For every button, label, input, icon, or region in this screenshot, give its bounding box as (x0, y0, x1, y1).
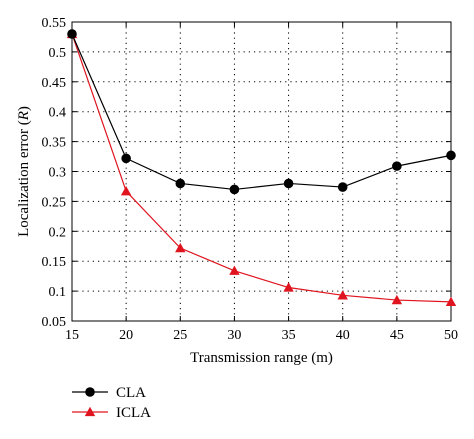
series-icla (66, 28, 457, 307)
grid (72, 22, 451, 321)
y-tick-label: 0.4 (49, 106, 67, 121)
data-point-icla (175, 242, 186, 253)
legend-item-cla: CLA (72, 385, 146, 401)
data-point-icla (337, 290, 348, 300)
series-line-icla (71, 33, 452, 303)
series-layer (66, 28, 457, 307)
y-tick-label: 0.3 (49, 166, 67, 181)
y-tick-label: 0.5 (49, 46, 67, 61)
x-tick-label: 45 (390, 328, 404, 343)
legend-label: CLA (116, 385, 146, 401)
data-point-icla (283, 282, 294, 292)
plot-area (71, 21, 452, 322)
x-tick-label: 20 (119, 328, 133, 343)
data-point-cla (175, 178, 186, 189)
legend-marker (85, 387, 95, 397)
x-tick-label: 25 (173, 328, 187, 343)
data-point-icla (120, 186, 132, 196)
y-tick-label: 0.15 (42, 255, 67, 270)
data-point-cla (283, 178, 294, 189)
y-tick-label: 0.25 (42, 195, 67, 210)
data-point-icla (445, 296, 457, 307)
data-point-cla (337, 182, 348, 192)
y-tick-label: 0.55 (42, 16, 67, 31)
x-axis-label: Transmission range (m) (190, 350, 333, 366)
x-tick-label: 50 (444, 328, 458, 343)
x-tick-label: 40 (336, 328, 350, 343)
data-point-cla (229, 184, 240, 195)
x-tick-label: 30 (227, 328, 241, 343)
axis-ticks: 15 20 25 30 35 40 45 50 0.05 0.1 0.15 0.2 0.25 0.3 0.3… (42, 16, 459, 343)
y-axis-label: Localization error (R) (16, 106, 32, 237)
y-axis-label-main: Localization error ( (16, 120, 32, 237)
data-point-cla (121, 153, 131, 164)
data-point-icla (229, 265, 240, 275)
data-point-icla (391, 294, 403, 305)
y-tick-label: 0.35 (42, 136, 67, 151)
series-cla (67, 29, 456, 195)
legend-label: ICLA (116, 405, 151, 421)
x-tick-label: 35 (282, 328, 296, 343)
series-line-cla (71, 33, 452, 191)
legend-item-icla: ICLA (72, 405, 151, 421)
legend: CLA ICLA (72, 385, 151, 421)
y-tick-label: 0.1 (49, 285, 67, 300)
data-point-cla (446, 150, 456, 161)
x-tick-label: 15 (65, 328, 79, 343)
y-axis-label-end: ) (16, 106, 32, 111)
y-tick-label: 0.45 (42, 76, 67, 91)
y-axis-label-variable: R (16, 111, 32, 121)
legend-marker (84, 406, 96, 417)
y-tick-label: 0.2 (49, 225, 67, 240)
data-point-cla (392, 161, 402, 171)
data-point-cla (67, 29, 77, 39)
y-tick-label: 0.05 (42, 315, 67, 330)
